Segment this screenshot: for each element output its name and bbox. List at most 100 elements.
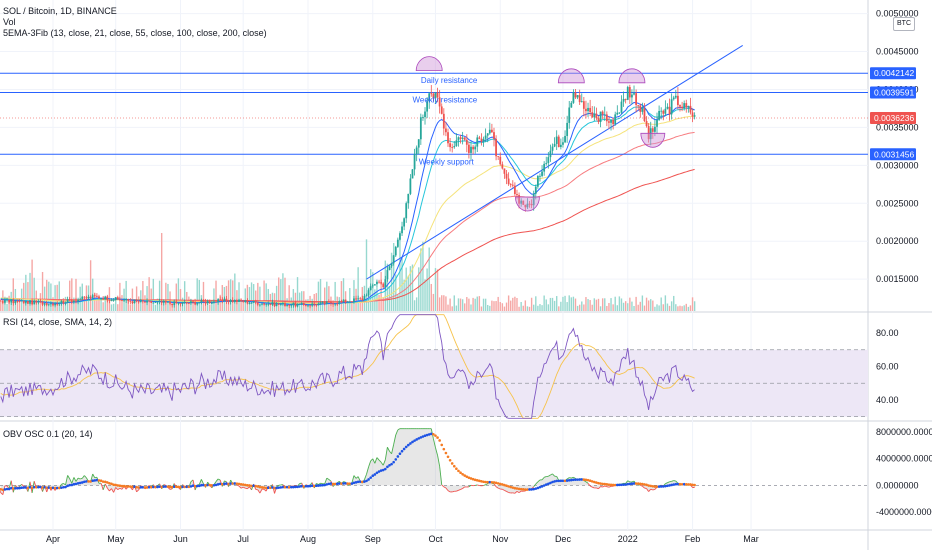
ema-label[interactable]: 5EMA-3Fib (13, close, 21, close, 55, clo…: [3, 28, 267, 38]
candle-body: [215, 301, 217, 303]
obv-signal-dot: [429, 432, 433, 436]
obv-signal-dot: [43, 485, 46, 489]
obv-osc-segment: [495, 486, 499, 489]
candle: [656, 112, 658, 135]
candle-body: [610, 119, 612, 123]
candle: [108, 299, 111, 304]
candle: [390, 262, 393, 268]
obv-osc-segment: [514, 491, 518, 494]
obv-osc-segment: [447, 490, 451, 493]
candle-body: [453, 146, 456, 148]
obv-osc-segment: [249, 486, 252, 491]
candle: [447, 128, 449, 147]
candle: [591, 106, 594, 118]
candle-body: [118, 299, 121, 301]
candle-body: [612, 119, 615, 125]
candle: [177, 302, 180, 306]
volume-bar: [217, 301, 219, 311]
obv-signal-dot: [89, 480, 92, 483]
volume-bar: [340, 281, 343, 311]
candle-body: [432, 93, 435, 99]
candle-body: [121, 300, 123, 302]
currency-button[interactable]: BTC: [893, 17, 915, 31]
candle-body: [317, 303, 320, 306]
volume-bar: [234, 273, 236, 311]
candle-body: [384, 279, 387, 288]
obv-signal-dot: [22, 486, 26, 489]
obv-osc-segment: [84, 475, 87, 479]
obv-osc-segment: [395, 429, 399, 436]
candle: [624, 98, 627, 104]
candle: [516, 189, 518, 200]
candle: [595, 107, 598, 121]
obv-signal-dot: [68, 483, 72, 487]
x-tick-label: 2022: [618, 534, 638, 544]
volume-label[interactable]: Vol: [3, 17, 16, 27]
candle-body: [520, 200, 523, 204]
volume-bar: [597, 298, 600, 311]
volume-bar: [204, 302, 207, 311]
candle-body: [470, 146, 472, 153]
candle-body: [41, 301, 44, 305]
obv-signal-dot: [340, 482, 343, 485]
symbol-title[interactable]: SOL / Bitcoin, 1D, BINANCE: [3, 6, 117, 16]
rsi-legend[interactable]: RSI (14, close, SMA, 14, 2): [3, 317, 112, 328]
obv-osc-segment: [366, 466, 370, 475]
candle-body: [244, 300, 247, 303]
obv-osc-segment: [604, 485, 607, 488]
candle: [217, 298, 220, 305]
volume-bar: [292, 289, 295, 311]
obv-signal-dot: [106, 481, 109, 484]
obv-osc-segment: [667, 481, 670, 484]
candle-body: [620, 101, 623, 113]
candle: [674, 89, 677, 100]
volume-bar: [192, 301, 194, 311]
candle-body: [639, 105, 642, 112]
candle-body: [20, 300, 23, 302]
obv-legend[interactable]: OBV OSC 0.1 (20, 14): [3, 429, 93, 440]
obv-osc-segment: [242, 486, 246, 489]
volume-bar: [280, 279, 282, 311]
candle: [173, 299, 176, 308]
volume-bar: [581, 301, 583, 311]
candle-body: [68, 299, 71, 301]
candle: [589, 99, 592, 117]
candle-body: [555, 136, 558, 144]
candle-body: [233, 299, 236, 302]
candle: [559, 138, 562, 150]
obv-signal-dot: [185, 485, 189, 489]
obv-signal-dot: [438, 439, 441, 442]
candle: [219, 296, 222, 301]
candle-body: [93, 295, 96, 297]
candle: [118, 296, 121, 301]
volume-bar: [263, 280, 265, 311]
candle-body: [85, 297, 88, 299]
candle-body: [457, 137, 460, 141]
volume-bar: [555, 296, 558, 311]
candle: [244, 299, 247, 303]
obv-signal-dot: [283, 485, 287, 489]
volume-bar: [482, 298, 485, 311]
obv-signal-dot: [404, 445, 408, 449]
candle: [156, 301, 159, 305]
obv-osc-segment: [370, 458, 374, 462]
obv-signal-dot: [344, 481, 347, 485]
candle: [10, 298, 13, 306]
candle: [691, 108, 694, 123]
volume-bar: [501, 303, 504, 311]
candle-body: [313, 303, 316, 305]
candle-body: [536, 176, 539, 187]
obv-signal-dot: [170, 485, 174, 489]
candle-body: [290, 305, 293, 307]
candle-body: [129, 300, 132, 302]
obv-signal-dot: [411, 440, 414, 444]
obv-signal-dot: [93, 479, 97, 482]
volume-bar: [474, 298, 476, 311]
candle-body: [461, 137, 464, 139]
obv-signal-dot: [298, 485, 301, 488]
candle: [528, 201, 531, 208]
obv-signal-dot: [467, 476, 471, 480]
volume-bar: [443, 295, 445, 311]
obv-signal-dot: [666, 484, 669, 488]
